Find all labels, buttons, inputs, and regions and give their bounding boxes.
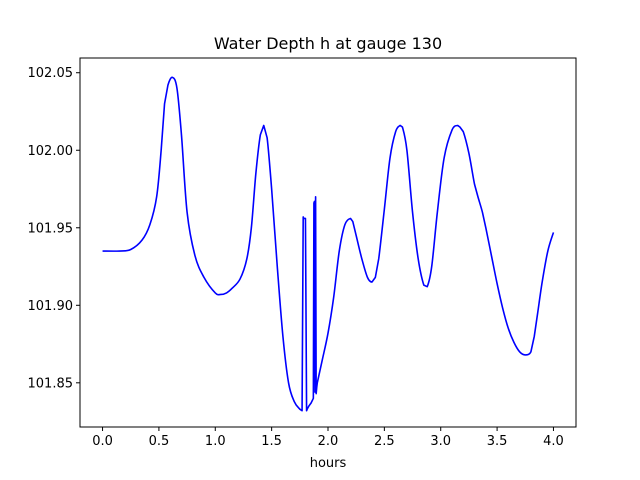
series-line <box>102 76 555 412</box>
y-tick-label: 101.90 <box>28 299 74 314</box>
series-layer <box>102 76 555 412</box>
x-tick-label: 4.0 <box>543 434 564 449</box>
x-tick-label: 1.5 <box>261 434 282 449</box>
ticks-layer: 0.0 0.5 1.0 1.5 2.0 2.5 3.0 3.5 4.0 101.85 101.90 1… <box>28 66 564 449</box>
y-tick-label: 102.05 <box>28 66 74 81</box>
chart-title: Water Depth h at gauge 130 <box>214 34 442 53</box>
y-tick-label: 101.95 <box>28 221 74 236</box>
y-tick-label: 101.85 <box>28 376 74 391</box>
x-tick-label: 2.5 <box>374 434 395 449</box>
x-tick-label: 3.0 <box>430 434 451 449</box>
x-tick-label: 3.5 <box>487 434 508 449</box>
x-tick-label: 2.0 <box>318 434 339 449</box>
y-tick-label: 102.00 <box>28 144 74 159</box>
x-tick-label: 0.0 <box>92 434 113 449</box>
x-tick-label: 1.0 <box>205 434 226 449</box>
plot-area <box>80 58 576 427</box>
x-tick-label: 0.5 <box>149 434 170 449</box>
plot-frame <box>79 57 577 428</box>
x-axis-label: hours <box>310 456 347 471</box>
